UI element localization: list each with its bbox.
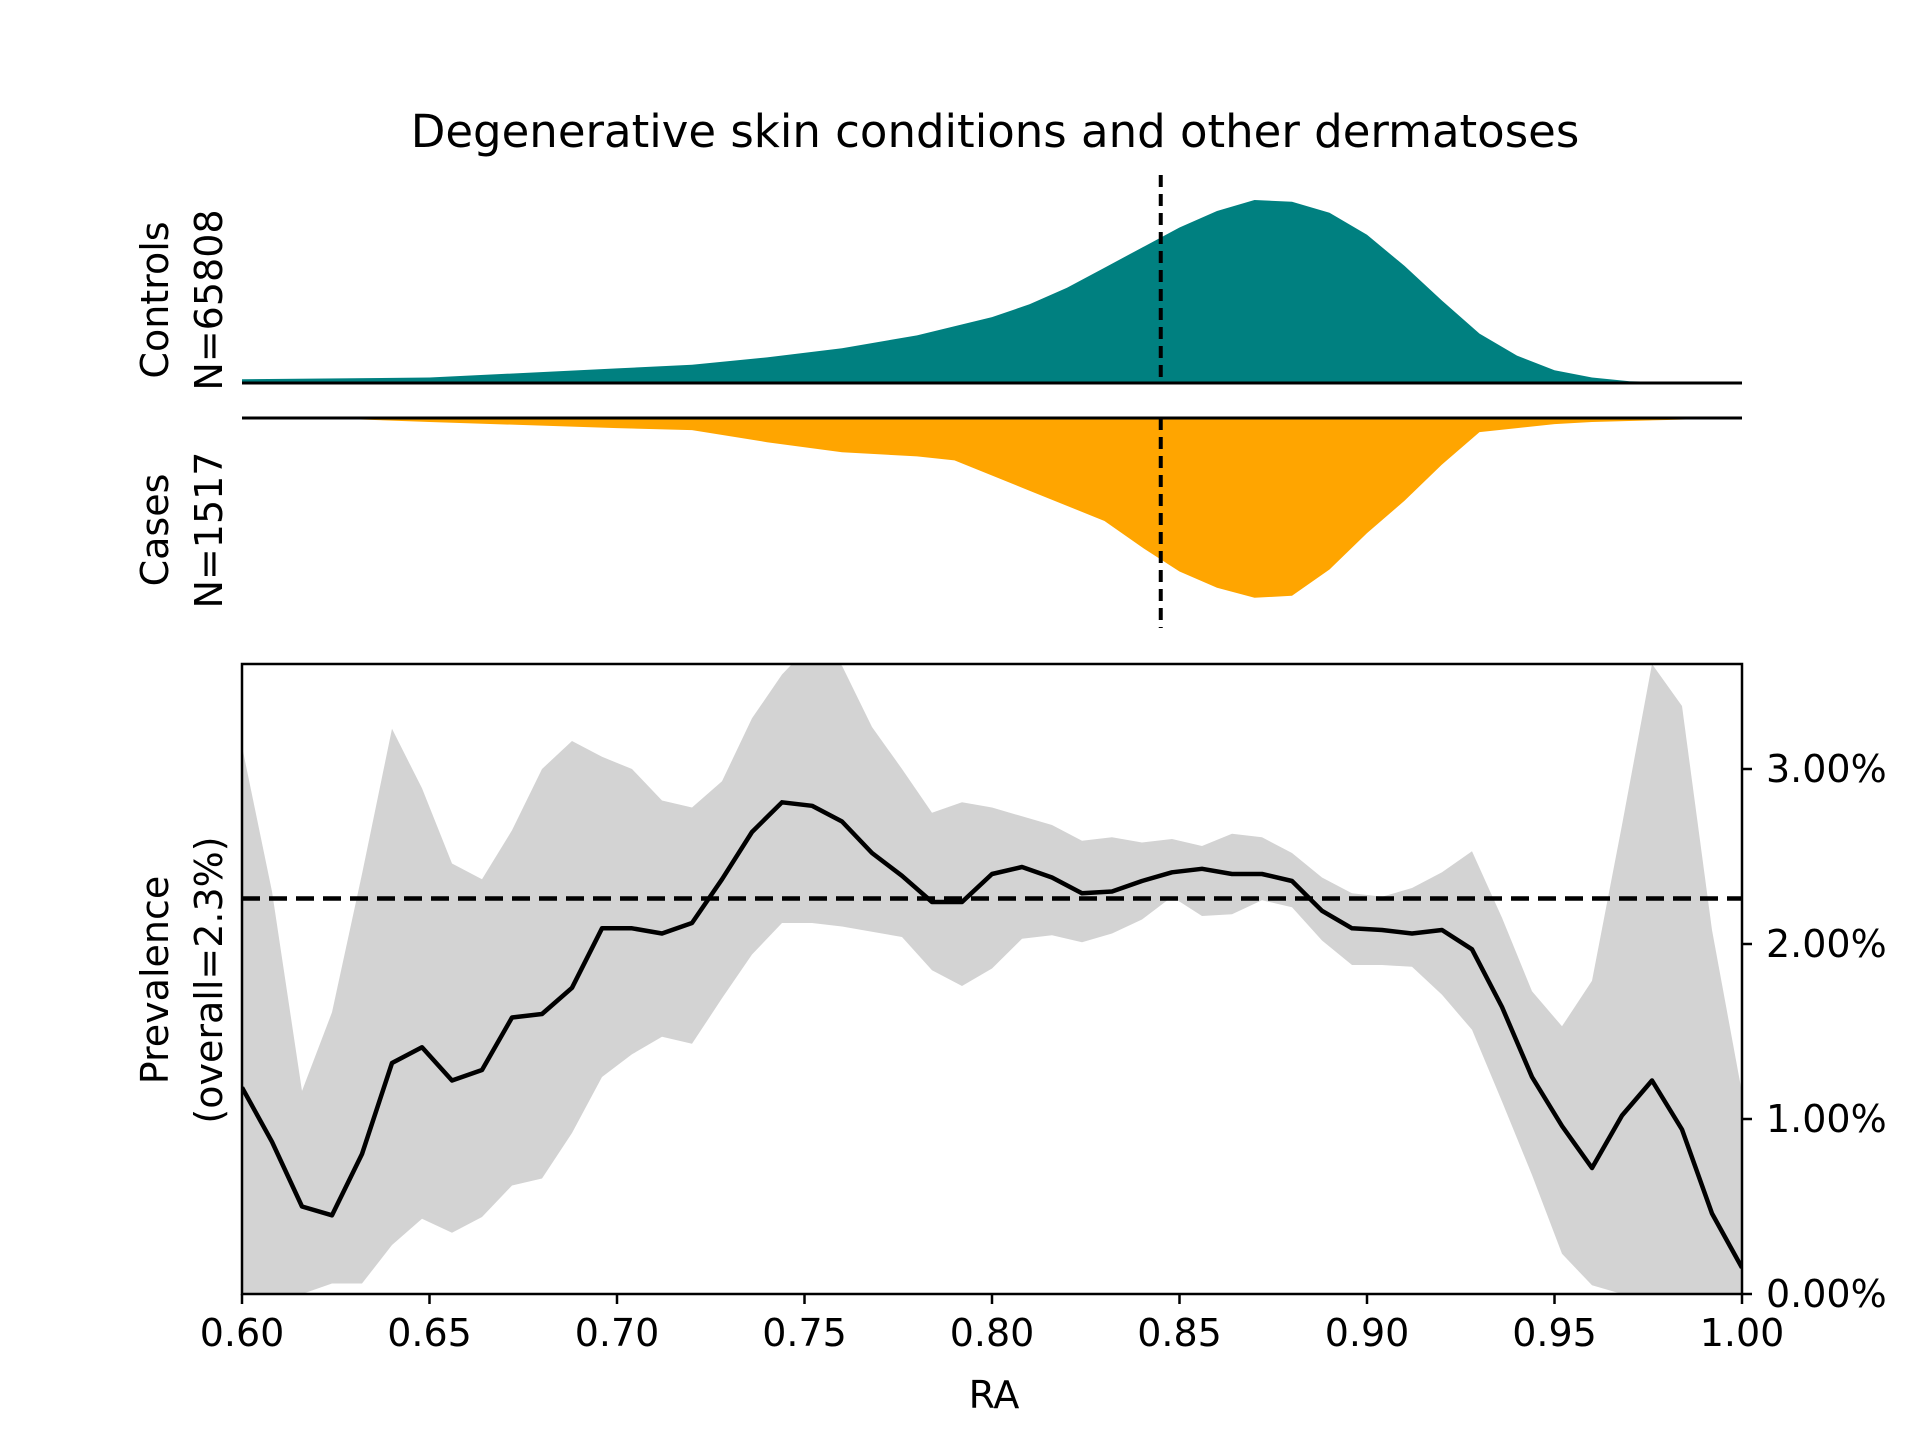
y-axis-label-line2: (overall=2.3%) [187, 836, 231, 1123]
x-tick-label: 1.00 [1700, 1311, 1785, 1355]
x-tick-label: 0.90 [1325, 1311, 1410, 1355]
y-tick-label: 2.00% [1766, 922, 1887, 966]
y-axis-label-line1: Prevalence [133, 876, 177, 1084]
cases-density-area [242, 418, 1742, 598]
x-tick-label: 0.85 [1137, 1311, 1222, 1355]
y-tick-label: 1.00% [1766, 1097, 1887, 1141]
cases-label-line1: Cases [133, 474, 177, 587]
controls-label-line1: Controls [133, 221, 177, 378]
right-y-axis: 0.00% 1.00% 2.00% 3.00% [1742, 747, 1887, 1316]
chart-title: Degenerative skin conditions and other d… [411, 105, 1580, 158]
x-tick-label: 0.60 [200, 1311, 285, 1355]
y-tick-label: 0.00% [1766, 1272, 1887, 1316]
controls-density-area [242, 200, 1742, 383]
x-axis: 0.60 0.65 0.70 0.75 0.80 0.85 0.90 0.95 1.00 [200, 1294, 1785, 1355]
cases-density-panel: Cases N=1517 [133, 416, 1742, 628]
controls-density-panel: Controls N=65808 [133, 175, 1742, 391]
x-tick-label: 0.65 [387, 1311, 472, 1355]
x-tick-label: 0.80 [950, 1311, 1035, 1355]
x-tick-label: 0.70 [575, 1311, 660, 1355]
x-tick-label: 0.95 [1512, 1311, 1597, 1355]
prevalence-line [242, 800, 1742, 1269]
y-tick-label: 3.00% [1766, 747, 1887, 791]
x-axis-label: RA [969, 1373, 1020, 1417]
x-tick-label: 0.75 [762, 1311, 847, 1355]
controls-label-line2: N=65808 [187, 209, 231, 390]
prevalence-panel: 0.60 0.65 0.70 0.75 0.80 0.85 0.90 0.95 1.00 0.0… [133, 662, 1887, 1417]
prevalence-ci-band [242, 664, 1742, 1294]
cases-label-line2: N=1517 [187, 452, 231, 609]
